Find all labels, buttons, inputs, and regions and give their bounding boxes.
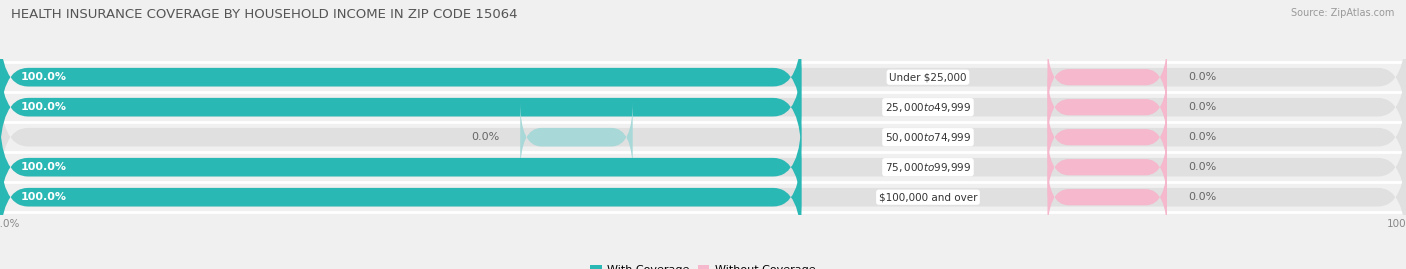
Text: $75,000 to $99,999: $75,000 to $99,999	[884, 161, 972, 174]
FancyBboxPatch shape	[1047, 100, 1167, 174]
Text: 0.0%: 0.0%	[1188, 162, 1216, 172]
FancyBboxPatch shape	[0, 87, 1406, 188]
FancyBboxPatch shape	[0, 147, 801, 248]
Text: $100,000 and over: $100,000 and over	[879, 192, 977, 202]
FancyBboxPatch shape	[520, 101, 633, 173]
Text: $50,000 to $74,999: $50,000 to $74,999	[884, 131, 972, 144]
Text: 0.0%: 0.0%	[1188, 102, 1216, 112]
FancyBboxPatch shape	[1047, 40, 1167, 114]
Text: Source: ZipAtlas.com: Source: ZipAtlas.com	[1291, 8, 1395, 18]
Text: Under $25,000: Under $25,000	[889, 72, 967, 82]
FancyBboxPatch shape	[1047, 70, 1167, 144]
Text: HEALTH INSURANCE COVERAGE BY HOUSEHOLD INCOME IN ZIP CODE 15064: HEALTH INSURANCE COVERAGE BY HOUSEHOLD I…	[11, 8, 517, 21]
FancyBboxPatch shape	[0, 147, 1406, 248]
Text: 0.0%: 0.0%	[471, 132, 499, 142]
FancyBboxPatch shape	[0, 26, 1406, 128]
FancyBboxPatch shape	[0, 116, 1406, 218]
Text: 0.0%: 0.0%	[1188, 132, 1216, 142]
Text: 100.0%: 100.0%	[21, 72, 67, 82]
Text: $25,000 to $49,999: $25,000 to $49,999	[884, 101, 972, 114]
Legend: With Coverage, Without Coverage: With Coverage, Without Coverage	[586, 260, 820, 269]
FancyBboxPatch shape	[1047, 130, 1167, 204]
FancyBboxPatch shape	[1047, 160, 1167, 234]
Text: 0.0%: 0.0%	[1188, 72, 1216, 82]
Text: 100.0%: 100.0%	[21, 162, 67, 172]
FancyBboxPatch shape	[0, 116, 801, 218]
FancyBboxPatch shape	[0, 26, 801, 128]
FancyBboxPatch shape	[0, 56, 1406, 158]
Text: 0.0%: 0.0%	[1188, 192, 1216, 202]
Text: 100.0%: 100.0%	[21, 192, 67, 202]
FancyBboxPatch shape	[0, 56, 801, 158]
Text: 100.0%: 100.0%	[21, 102, 67, 112]
